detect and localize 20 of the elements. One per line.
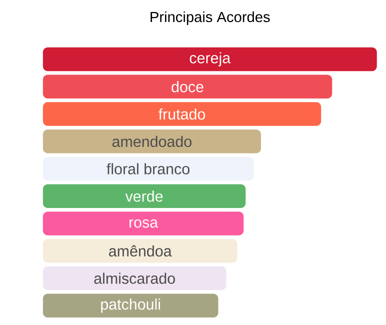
chart-title: Principais Acordes <box>150 12 270 26</box>
bar <box>42 239 238 263</box>
y-tick-label: rosa <box>130 219 158 228</box>
bar <box>42 294 218 318</box>
y-tick-label: floral branco <box>106 163 190 174</box>
bar <box>42 102 322 126</box>
y-tick-label: doce <box>172 81 204 92</box>
y-tick-label: almiscarado <box>94 272 175 284</box>
bar <box>42 184 246 208</box>
bar <box>42 130 261 154</box>
y-tick-label: amendoado <box>112 136 192 148</box>
y-tick-label: amêndoa <box>109 245 172 257</box>
bar <box>42 74 332 99</box>
y-tick-label: verde <box>125 190 163 202</box>
y-tick-label: frutado <box>158 108 206 120</box>
bar <box>42 212 244 236</box>
y-tick-label: patchouli <box>101 298 160 313</box>
bar <box>42 266 226 290</box>
bar <box>42 48 377 72</box>
y-tick-label: cereja <box>190 52 231 66</box>
